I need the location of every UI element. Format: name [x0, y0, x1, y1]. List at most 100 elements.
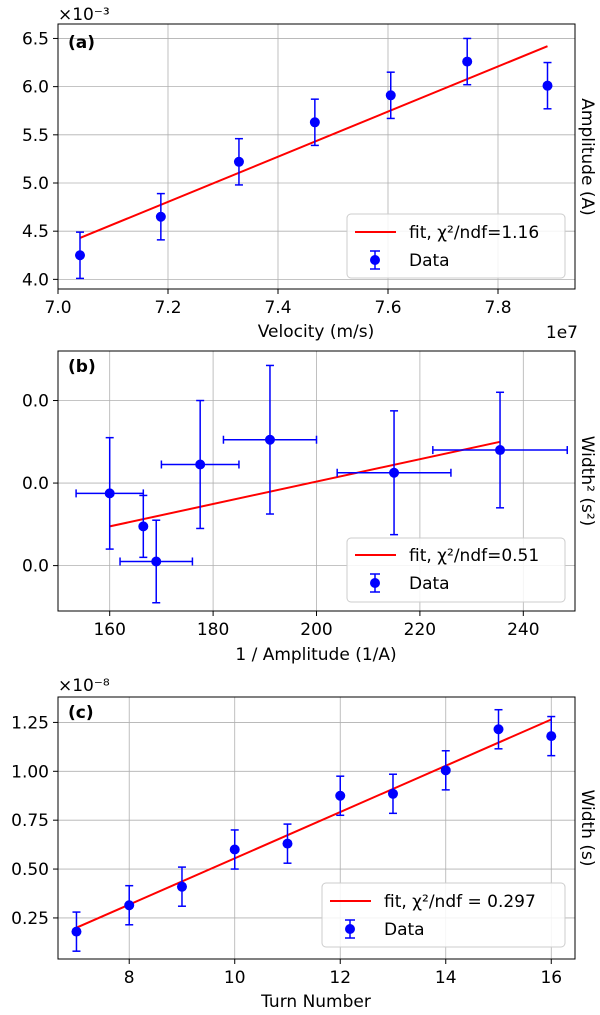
chart-c-xtick-label: 10: [224, 968, 246, 988]
chart-a-x-label: Velocity (m/s): [258, 322, 375, 342]
chart-a-data-point: [462, 37, 473, 86]
chart-c-xtick-label: 14: [435, 968, 457, 988]
chart-a-legend-data-swatch: [370, 250, 380, 270]
chart-b-xtick-label: 220: [404, 620, 436, 640]
chart-a-ytick-label: 5.5: [22, 126, 49, 146]
chart-a-marker: [542, 80, 553, 91]
chart-c-legend: fit, χ²/ndf = 0.297 Data: [321, 882, 566, 948]
chart-a-y-multiplier: ×10⁻³: [58, 5, 110, 25]
chart-a-ytick-label: 6.5: [22, 29, 49, 49]
chart-c-data-point: [282, 823, 293, 864]
chart-b: 160 180 200 220 240 0.0 0.0 0.0 (b) 1 / Amplitu…: [22, 350, 597, 665]
chart-b-legend-data-label: Data: [409, 574, 450, 594]
chart-c-marker: [229, 844, 240, 855]
chart-b-data-point: [160, 399, 240, 530]
chart-b-data-point: [336, 410, 452, 536]
chart-a-marker: [233, 156, 244, 167]
chart-a-frame: [57, 23, 576, 290]
chart-a-ytick-label: 4.0: [22, 270, 49, 290]
chart-c: 8 10 12 14 16 0.25 0.50 0.75 1.00 1.25 (c) Turn N…: [11, 676, 597, 1012]
chart-a-xtick-label: 7.0: [44, 298, 71, 318]
chart-b-data-point: [119, 519, 194, 604]
chart-b-x-label: 1 / Amplitude (1/A): [235, 645, 396, 665]
chart-b-xtick-label: 180: [197, 620, 229, 640]
chart-a-ytick-label: 6.0: [22, 78, 49, 98]
chart-c-xtick-label: 8: [124, 968, 135, 988]
chart-a-xtick-label: 7.6: [374, 298, 401, 318]
chart-c-xtick-label: 16: [540, 968, 562, 988]
chart-a-data-point: [542, 61, 553, 110]
chart-a-legend-data-label: Data: [409, 251, 450, 271]
chart-a-xtick-label: 7.4: [264, 298, 291, 318]
chart-c-marker: [71, 926, 82, 937]
chart-a-ytick-label: 4.5: [22, 222, 49, 242]
chart-c-data-point: [71, 911, 82, 952]
chart-b-panel-label: (b): [68, 357, 96, 377]
chart-c-data-point: [124, 884, 135, 926]
chart-b-marker: [495, 445, 506, 456]
chart-a-marker: [75, 250, 85, 261]
chart-a-x-multiplier: 1e7: [546, 323, 578, 343]
chart-c-marker: [440, 765, 451, 776]
chart-c-data-point: [335, 775, 346, 817]
chart-c-data-point: [387, 773, 398, 815]
chart-c-legend-data-label: Data: [384, 920, 425, 940]
chart-c-ytick-label: 0.25: [11, 909, 49, 929]
chart-b-marker: [195, 459, 206, 470]
chart-a-marker: [462, 56, 473, 67]
chart-a-data-point: [385, 71, 396, 120]
chart-c-legend-fit-label: fit, χ²/ndf = 0.297: [384, 892, 536, 912]
chart-b-data-point: [75, 436, 145, 550]
chart-b-legend-data-swatch: [370, 573, 380, 593]
chart-c-fit-line: [76, 718, 552, 929]
chart-b-legend: fit, χ²/ndf=0.51 Data: [346, 537, 566, 603]
chart-b-data-point: [138, 494, 149, 559]
chart-b-ytick-label: 0.0: [22, 392, 49, 412]
chart-a-fit-line: [79, 45, 548, 239]
chart-c-y-multiplier: ×10⁻⁸: [58, 676, 110, 696]
chart-b-ytick-label: 0.0: [22, 557, 49, 577]
chart-b-y-label: Width² (s²): [577, 436, 597, 527]
chart-c-marker: [176, 881, 187, 892]
chart-c-ytick-label: 0.75: [11, 811, 49, 831]
chart-a-xtick-label: 7.8: [484, 298, 511, 318]
chart-c-marker: [124, 900, 135, 911]
chart-c-xtick-label: 12: [329, 968, 351, 988]
chart-c-panel-label: (c): [68, 703, 94, 723]
chart-a-data-point: [309, 98, 320, 147]
chart-c-data-point: [229, 829, 240, 870]
chart-c-data-point: [546, 715, 557, 757]
chart-a-xtick-label: 7.2: [154, 298, 181, 318]
chart-a-marker: [309, 117, 320, 128]
chart-c-data-point: [493, 708, 504, 750]
chart-c-ytick-label: 0.50: [11, 860, 49, 880]
chart-c-ytick-label: 1.25: [11, 713, 49, 733]
chart-c-frame: [57, 696, 576, 960]
chart-a-data-point: [155, 192, 166, 241]
chart-b-xtick-label: 240: [507, 620, 539, 640]
chart-c-data-point: [440, 750, 451, 791]
chart-c-y-label: Width (s): [577, 790, 597, 867]
chart-a: 7.0 7.2 7.4 7.6 7.8 4.0 4.5 5.0 5.5 6.0 6.5 (a) Ve…: [22, 5, 597, 343]
chart-b-data-point: [432, 391, 568, 509]
chart-c-marker: [387, 788, 398, 799]
chart-b-fit-line: [109, 440, 501, 528]
chart-b-legend-fit-label: fit, χ²/ndf=0.51: [409, 546, 539, 566]
chart-a-marker: [155, 211, 166, 222]
chart-a-marker: [385, 90, 396, 101]
chart-a-legend-fit-label: fit, χ²/ndf=1.16: [409, 223, 539, 243]
chart-b-marker: [138, 521, 149, 532]
chart-b-data-point: [222, 364, 318, 515]
chart-a-ytick-label: 5.0: [22, 174, 49, 194]
chart-b-marker: [104, 488, 115, 499]
chart-c-marker: [282, 838, 293, 849]
chart-c-marker: [335, 790, 346, 801]
chart-b-marker: [389, 467, 400, 478]
chart-b-marker: [151, 556, 162, 567]
chart-a-data-point: [233, 137, 244, 186]
chart-c-legend-data-swatch: [345, 919, 355, 939]
chart-c-data-point: [176, 866, 187, 907]
chart-c-ytick-label: 1.00: [11, 762, 49, 782]
chart-b-ytick-label: 0.0: [22, 474, 49, 494]
chart-b-xtick-label: 200: [300, 620, 332, 640]
